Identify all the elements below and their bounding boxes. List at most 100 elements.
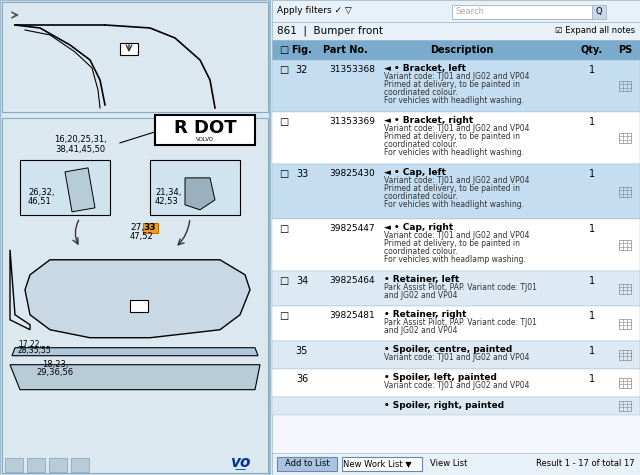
Text: Variant code: TJ01 and JG02 and VP04: Variant code: TJ01 and JG02 and VP04 (384, 381, 529, 390)
Text: 46,51: 46,51 (28, 197, 52, 206)
Text: 47,52: 47,52 (130, 232, 154, 241)
Bar (272, 112, 640, 164)
Bar (5, 457, 23, 472)
Text: Variant code: TJ01 and JG02 and VP04: Variant code: TJ01 and JG02 and VP04 (384, 231, 529, 240)
Bar (619, 319, 631, 329)
Text: 1: 1 (589, 117, 595, 127)
Text: 26,32,: 26,32, (28, 189, 54, 197)
Bar (0, 0, 270, 475)
Bar (272, 453, 640, 475)
Bar (272, 397, 640, 415)
Bar (619, 284, 631, 294)
Text: PS: PS (618, 45, 632, 55)
Text: Park Assist Pilot, PAP. Variant code: TJ01: Park Assist Pilot, PAP. Variant code: TJ… (384, 318, 537, 327)
Text: VOLVO: VOLVO (196, 137, 214, 142)
Text: and JG02 and VP04: and JG02 and VP04 (384, 291, 458, 300)
Bar (27, 457, 45, 472)
Bar (619, 350, 631, 360)
Text: For vehicles with headlamp washing.: For vehicles with headlamp washing. (384, 255, 526, 264)
Text: 17,22,: 17,22, (18, 340, 42, 349)
Bar (272, 40, 640, 60)
Text: Search: Search (456, 8, 485, 17)
Text: • Spoiler, left, painted: • Spoiler, left, painted (384, 373, 497, 382)
Text: ◄ • Bracket, right: ◄ • Bracket, right (384, 116, 473, 125)
Text: 31353369: 31353369 (329, 117, 375, 126)
Text: Description: Description (430, 45, 493, 55)
Text: ◄ • Cap, left: ◄ • Cap, left (384, 168, 446, 177)
Text: □: □ (279, 169, 288, 179)
Polygon shape (185, 178, 215, 210)
Text: Variant code: TJ01 and JG02 and VP04: Variant code: TJ01 and JG02 and VP04 (384, 124, 529, 133)
Bar (619, 81, 631, 91)
Text: Add to List: Add to List (285, 459, 330, 468)
Text: and JG02 and VP04: and JG02 and VP04 (384, 326, 458, 335)
Text: 35: 35 (296, 346, 308, 356)
Text: 36: 36 (296, 374, 308, 384)
Text: 18,23,: 18,23, (42, 360, 68, 369)
Text: 1: 1 (589, 311, 595, 321)
Text: 38,41,45,50: 38,41,45,50 (55, 145, 105, 154)
Bar (155, 115, 255, 145)
Text: 31353368: 31353368 (329, 66, 375, 75)
Text: • Spoiler, right, painted: • Spoiler, right, painted (384, 401, 504, 410)
Text: 16,20,25,31,: 16,20,25,31, (54, 135, 106, 144)
Text: Primed at delivery, to be painted in: Primed at delivery, to be painted in (384, 239, 520, 248)
Text: 21,34,: 21,34, (155, 189, 181, 197)
Bar (342, 456, 422, 471)
Text: 39825447: 39825447 (329, 224, 374, 233)
Bar (272, 60, 640, 112)
Text: Result 1 - 17 of total 17: Result 1 - 17 of total 17 (536, 459, 635, 468)
Text: □: □ (279, 224, 288, 234)
Text: coordinated colour.: coordinated colour. (384, 88, 458, 97)
Bar (2, 2, 268, 112)
Text: Primed at delivery, to be painted in: Primed at delivery, to be painted in (384, 184, 520, 193)
Text: coordinated colour.: coordinated colour. (384, 247, 458, 257)
Bar (2, 118, 268, 473)
Bar (120, 43, 138, 55)
Bar (619, 187, 631, 197)
Text: 1: 1 (589, 276, 595, 286)
Text: □: □ (279, 45, 288, 55)
Bar (272, 0, 640, 22)
Text: vo: vo (230, 455, 250, 470)
Text: coordinated colour.: coordinated colour. (384, 141, 458, 149)
Polygon shape (25, 260, 250, 338)
Text: Q: Q (596, 8, 602, 17)
Text: □: □ (279, 117, 288, 127)
Bar (272, 0, 640, 475)
Text: 39825464: 39825464 (329, 276, 374, 285)
Text: Variant code: TJ01 and JG02 and VP04: Variant code: TJ01 and JG02 and VP04 (384, 73, 529, 81)
Bar (272, 22, 640, 40)
Text: 32: 32 (296, 65, 308, 75)
Text: □: □ (279, 276, 288, 286)
Text: • Retainer, left: • Retainer, left (384, 276, 460, 284)
Text: Part No.: Part No. (323, 45, 367, 55)
Bar (272, 271, 640, 306)
Bar (272, 369, 640, 397)
Bar (272, 219, 640, 271)
Text: For vehicles with headlight washing.: For vehicles with headlight washing. (384, 96, 524, 105)
Text: 28,35,55: 28,35,55 (18, 346, 52, 355)
Bar (277, 456, 337, 471)
Bar (272, 164, 640, 219)
Polygon shape (12, 348, 258, 356)
Bar (143, 223, 158, 233)
Text: New Work List ▼: New Work List ▼ (342, 459, 412, 468)
Bar (71, 457, 89, 472)
Bar (619, 401, 631, 411)
Text: 39825481: 39825481 (329, 311, 375, 320)
Bar (49, 457, 67, 472)
Text: 33: 33 (144, 223, 156, 232)
Bar (452, 5, 592, 19)
Text: 39825430: 39825430 (329, 170, 375, 178)
Bar (272, 341, 640, 369)
Text: Primed at delivery, to be painted in: Primed at delivery, to be painted in (384, 133, 520, 142)
Text: —: — (234, 464, 246, 474)
Bar (619, 378, 631, 388)
Text: • Retainer, right: • Retainer, right (384, 310, 467, 319)
Text: coordinated colour.: coordinated colour. (384, 192, 458, 201)
Text: 29,36,56: 29,36,56 (36, 368, 74, 377)
Bar (20, 160, 110, 215)
Text: For vehicles with headlight washing.: For vehicles with headlight washing. (384, 148, 524, 157)
Text: 1: 1 (589, 169, 595, 179)
